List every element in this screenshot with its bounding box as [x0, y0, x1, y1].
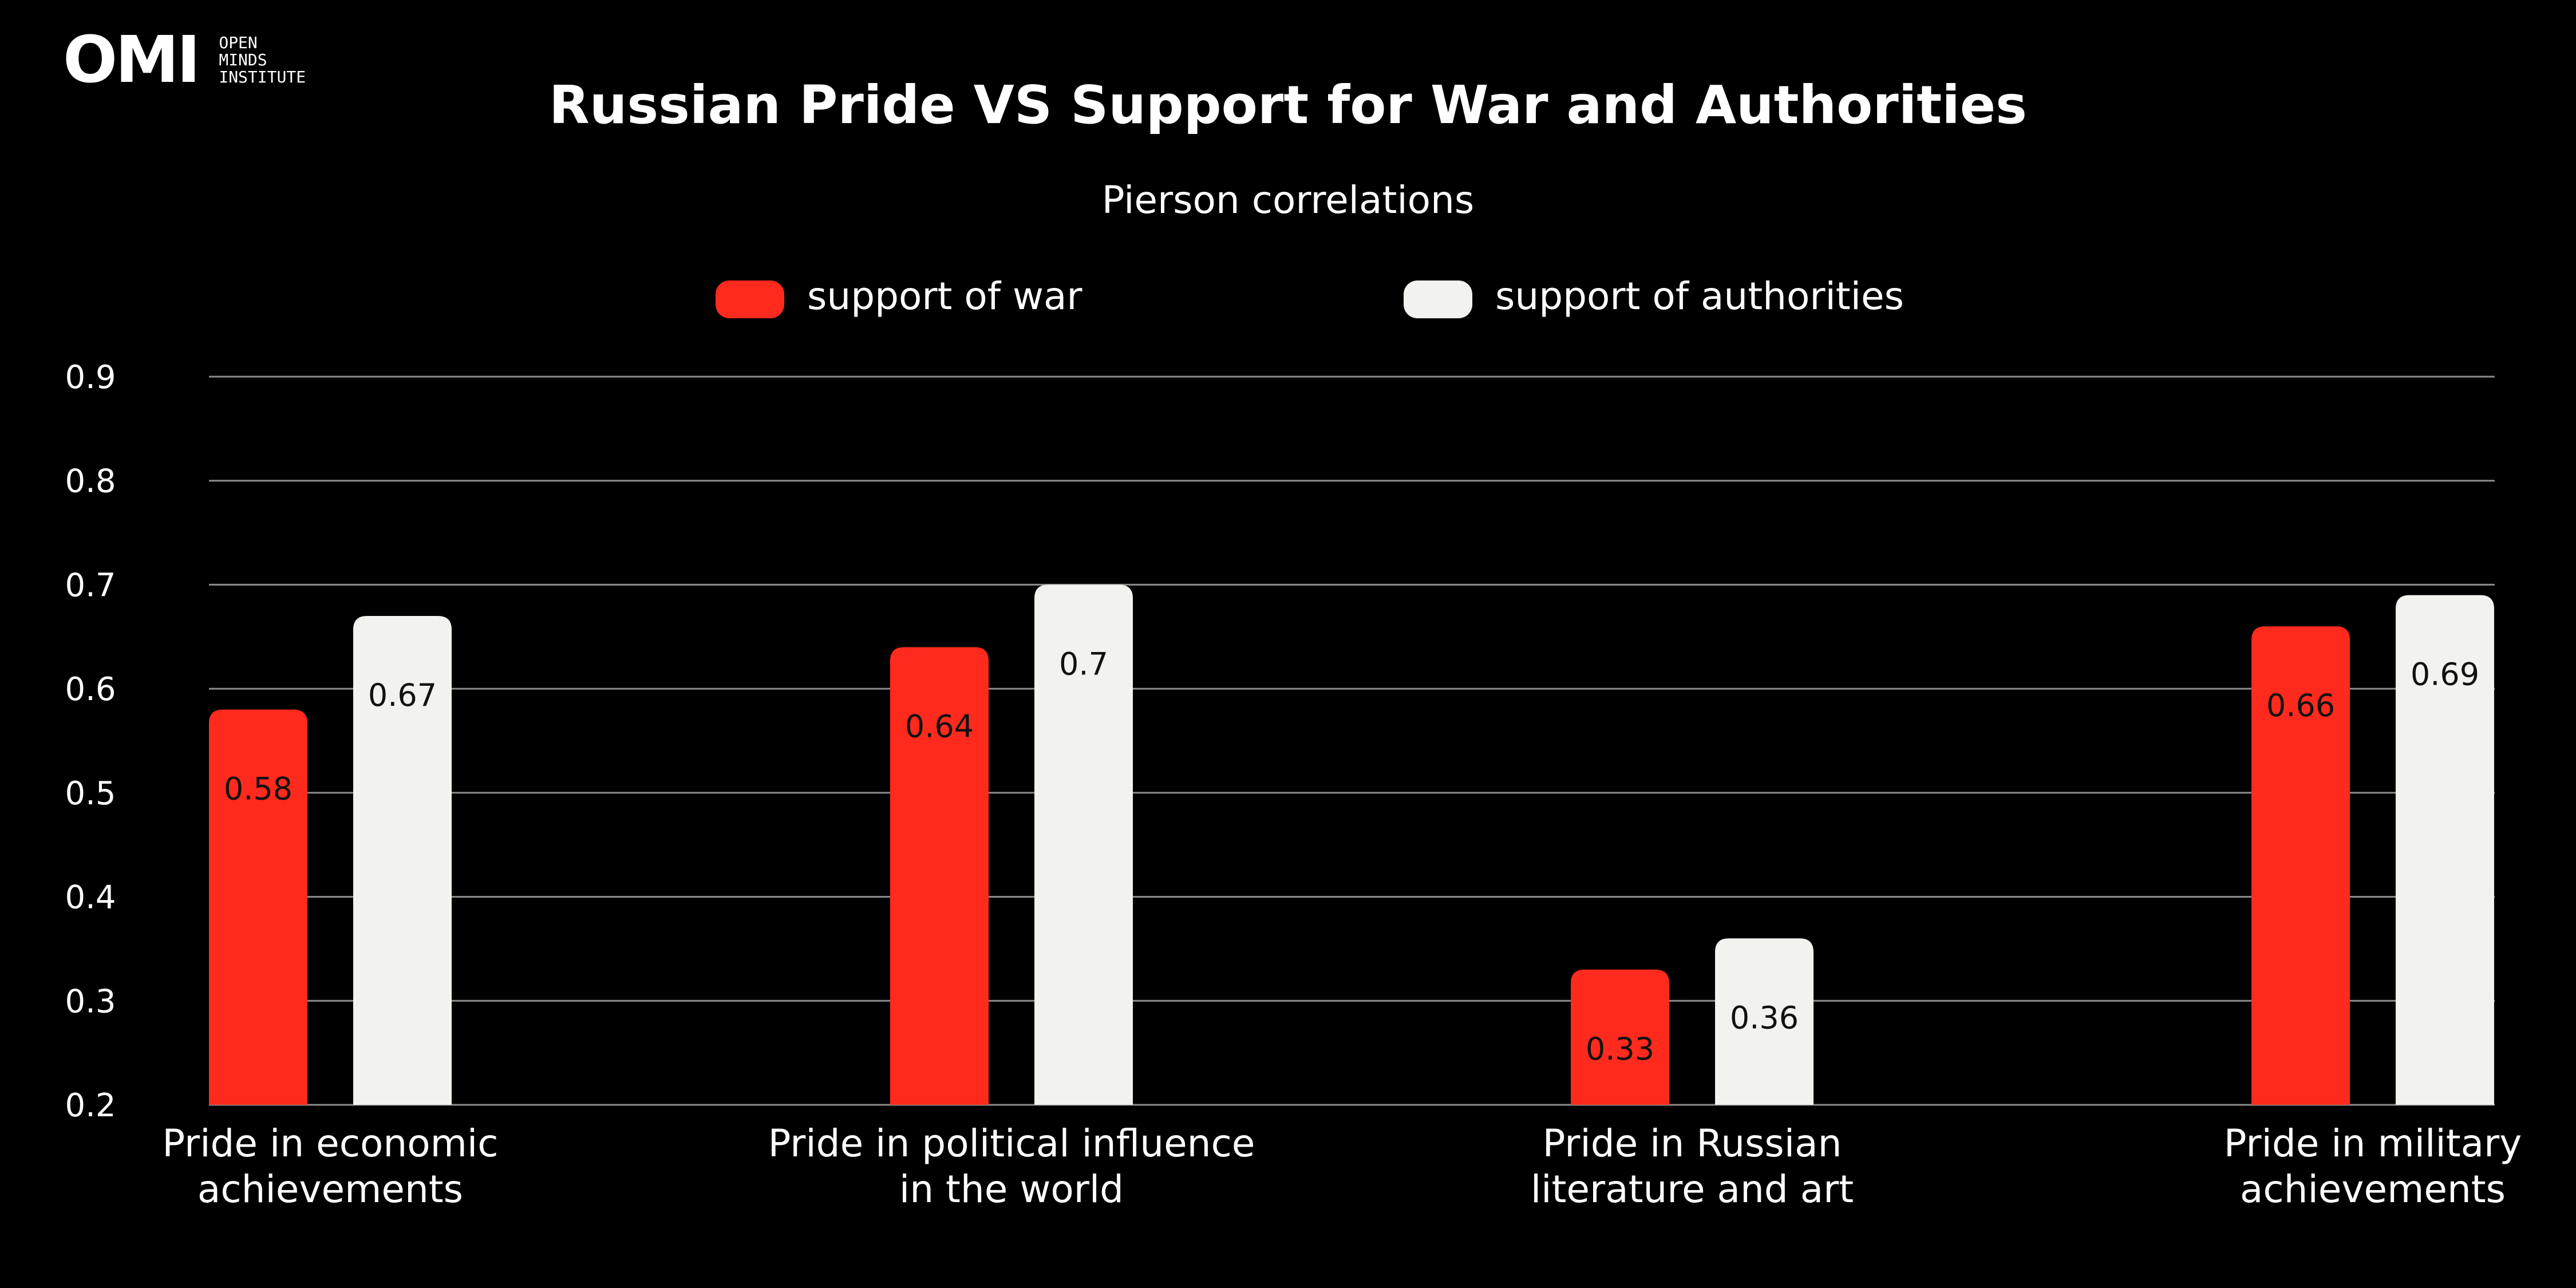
- y-tick-label-6: 0.7: [65, 567, 116, 604]
- data-label-authorities-3: 0.36: [1730, 999, 1799, 1036]
- category-label-3-line-1: Pride in Russian: [1543, 1121, 1842, 1165]
- y-tick-label-8: 0.9: [65, 359, 116, 396]
- y-tick-label-5: 0.6: [65, 671, 116, 708]
- data-label-war-3: 0.33: [1586, 1031, 1654, 1067]
- category-label-1-line-1: Pride in economic: [162, 1121, 498, 1165]
- legend-swatch-1: [716, 280, 784, 318]
- bar-authorities-3: [1715, 938, 1814, 1105]
- data-label-war-1: 0.58: [224, 771, 293, 807]
- bar-war-3: [1571, 969, 1669, 1105]
- y-tick-label-1: 0.2: [65, 1087, 116, 1124]
- omi-logo: OMI OPEN MINDS INSTITUTE: [63, 23, 306, 97]
- y-tick-label-2: 0.3: [65, 983, 116, 1020]
- category-label-2-line-1: Pride in political influence: [768, 1121, 1255, 1165]
- logo-line-2: MINDS: [219, 50, 267, 69]
- category-label-4-line-2: achievements: [2240, 1167, 2506, 1211]
- bar-authorities-2: [1034, 584, 1133, 1105]
- bar-war-1: [209, 709, 307, 1105]
- data-label-authorities-4: 0.69: [2411, 657, 2479, 693]
- bar-war-2: [890, 647, 989, 1105]
- category-label-1-line-2: achievements: [197, 1167, 463, 1211]
- chart-subtitle: Pierson correlations: [1102, 178, 1475, 222]
- category-label-3-line-2: literature and art: [1531, 1167, 1854, 1211]
- y-tick-label-7: 0.8: [65, 463, 116, 500]
- data-label-authorities-2: 0.7: [1059, 646, 1108, 682]
- category-label-4-line-1: Pride in military: [2224, 1121, 2522, 1165]
- bar-authorities-4: [2396, 595, 2494, 1105]
- legend-label-1: support of war: [807, 274, 1082, 318]
- logo-mark: OMI: [63, 23, 200, 97]
- chart-title: Russian Pride VS Support for War and Aut…: [549, 74, 2027, 136]
- data-label-authorities-1: 0.67: [368, 677, 437, 713]
- bar-authorities-1: [353, 615, 452, 1105]
- logo-line-1: OPEN: [219, 33, 258, 52]
- data-label-war-2: 0.64: [905, 708, 974, 744]
- y-tick-label-3: 0.4: [65, 879, 116, 916]
- logo-text: OPEN MINDS INSTITUTE: [219, 34, 306, 86]
- logo-line-3: INSTITUTE: [219, 68, 306, 86]
- category-label-2-line-2: in the world: [899, 1167, 1124, 1211]
- y-tick-label-4: 0.5: [65, 775, 116, 812]
- bar-war-4: [2251, 626, 2350, 1105]
- data-label-war-4: 0.66: [2266, 688, 2335, 724]
- legend-label-2: support of authorities: [1495, 274, 1904, 318]
- legend-swatch-2: [1404, 280, 1472, 318]
